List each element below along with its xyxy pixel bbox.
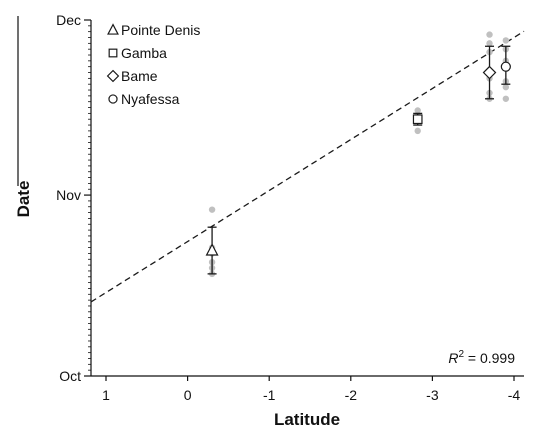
y-axis-title: Date [14,181,33,218]
y-tick-label: Nov [56,187,81,203]
r2-exponent: 2 [458,349,464,360]
legend-marker [108,48,118,58]
legend-marker [107,23,119,35]
trendline [90,30,525,303]
raw-point [414,107,421,114]
x-tick-label: -4 [508,387,521,403]
raw-point [414,127,421,135]
x-ticks: 1 0 -1 -2 -3 -4 [102,376,520,403]
r2-value: = 0.999 [464,350,515,366]
mean-marker-nyafessa [500,61,511,72]
raw-point [502,37,510,44]
x-tick-label: -2 [345,387,358,403]
x-tick-label: -3 [426,387,439,403]
x-tick-label: -1 [263,387,276,403]
y-major-ticks: Oct Nov Dec [56,12,91,384]
mean-marker-gamba [412,114,423,125]
mean-markers [205,61,511,256]
mean-marker-bame [482,65,497,80]
legend-label: Nyafessa [121,91,180,107]
legend-label: Bame [121,68,158,84]
x-tick-label: 1 [102,387,110,403]
raw-point [486,40,493,47]
legend: Pointe Denis Gamba Bame Nyafessa [106,22,200,107]
r-squared-annotation: R2 = 0.999 [448,349,515,366]
legend-label: Pointe Denis [121,22,200,38]
mean-marker-pointe-denis [205,243,219,256]
error-bars [207,45,511,275]
y-tick-label: Dec [56,12,81,28]
legend-marker [106,69,120,83]
raw-point [486,31,493,38]
legend-marker [108,94,118,104]
axes: Oct Nov Dec 1 0 -1 -2 -3 -4 [56,12,524,403]
r2-symbol: R [448,350,458,366]
raw-point [208,206,216,213]
y-tick-label: Oct [59,368,81,384]
legend-label: Gamba [121,45,167,61]
x-axis-title: Latitude [274,410,340,429]
x-tick-label: 0 [184,387,192,403]
raw-point [502,83,510,91]
y-minor-ticks [88,19,91,377]
raw-point [502,95,510,102]
